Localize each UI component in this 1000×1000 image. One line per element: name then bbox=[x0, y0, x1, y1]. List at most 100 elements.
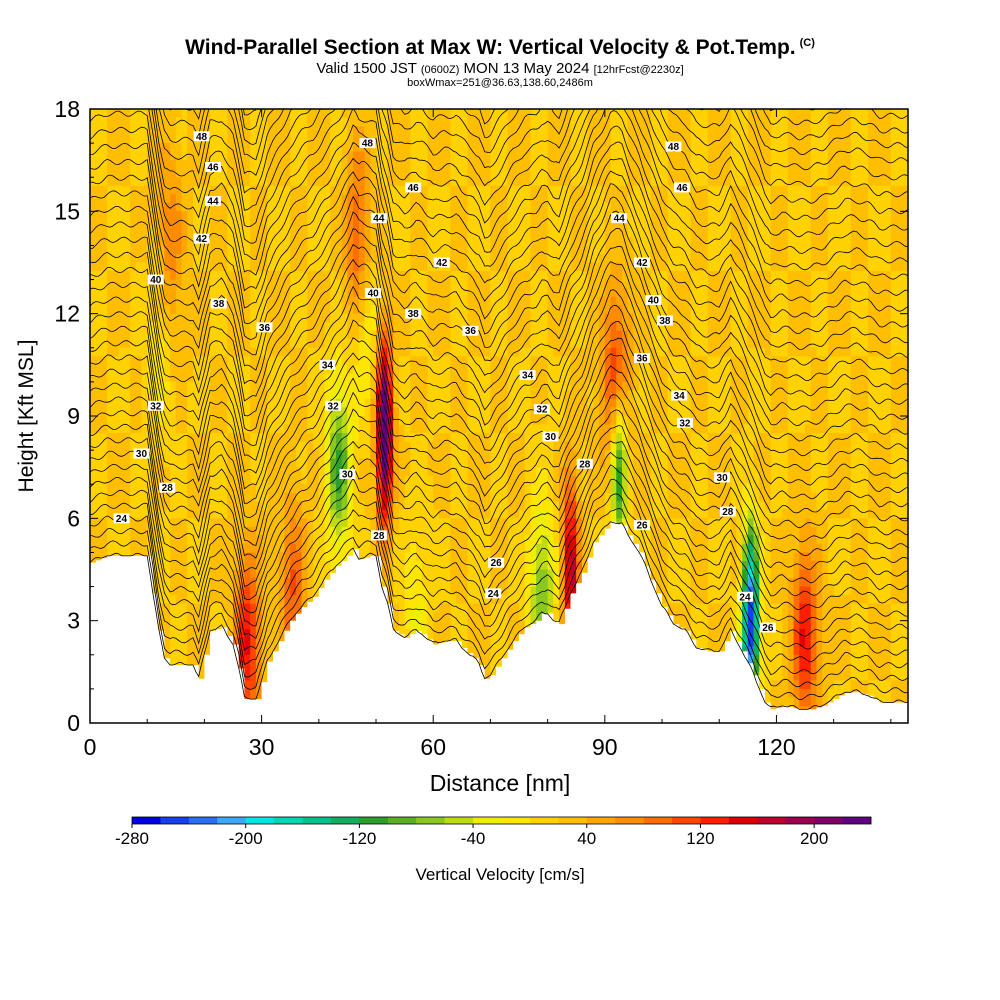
field-cell bbox=[398, 629, 406, 639]
field-cell bbox=[233, 322, 240, 332]
field-cell bbox=[364, 398, 371, 409]
field-cell bbox=[410, 595, 417, 605]
field-cell bbox=[90, 543, 97, 554]
field-cell bbox=[261, 279, 268, 289]
field-cell bbox=[398, 467, 406, 477]
field-cell bbox=[221, 509, 228, 519]
field-cell bbox=[233, 126, 240, 136]
field-cell bbox=[324, 433, 331, 443]
field-cell bbox=[192, 322, 200, 332]
field-cell bbox=[301, 330, 308, 340]
field-cell bbox=[376, 509, 383, 519]
field-cell bbox=[330, 253, 337, 264]
field-cell bbox=[107, 185, 114, 195]
field-cell bbox=[204, 509, 211, 519]
field-cell bbox=[416, 390, 423, 400]
field-cell bbox=[233, 211, 240, 221]
field-cell bbox=[215, 492, 223, 502]
field-cell bbox=[438, 492, 446, 502]
field-cell bbox=[221, 202, 228, 212]
field-cell bbox=[278, 279, 286, 289]
field-cell bbox=[335, 134, 343, 144]
field-cell bbox=[427, 322, 434, 332]
field-cell bbox=[273, 501, 280, 511]
field-cell bbox=[461, 296, 469, 306]
field-cell bbox=[198, 467, 206, 477]
field-cell bbox=[238, 595, 246, 605]
field-cell bbox=[164, 322, 171, 332]
field-cell bbox=[398, 202, 406, 212]
field-cell bbox=[478, 202, 486, 212]
field-cell bbox=[421, 185, 429, 195]
field-cell bbox=[444, 134, 451, 144]
field-cell bbox=[324, 390, 331, 400]
field-cell bbox=[267, 381, 274, 392]
field-cell bbox=[444, 475, 451, 485]
field-cell bbox=[404, 560, 411, 571]
field-cell bbox=[244, 671, 251, 681]
field-cell bbox=[295, 492, 303, 502]
field-cell bbox=[324, 245, 331, 255]
field-cell bbox=[101, 313, 108, 323]
field-cell bbox=[478, 134, 486, 144]
field-cell bbox=[290, 151, 297, 161]
field-cell bbox=[347, 177, 354, 187]
field-cell bbox=[112, 279, 120, 289]
field-cell bbox=[227, 202, 234, 212]
field-cell bbox=[393, 262, 400, 272]
field-cell bbox=[278, 441, 286, 451]
field-cell bbox=[233, 620, 240, 630]
field-cell bbox=[181, 160, 188, 170]
field-cell bbox=[387, 467, 394, 477]
field-cell bbox=[158, 109, 165, 119]
field-cell bbox=[433, 151, 440, 161]
field-cell bbox=[478, 373, 486, 383]
field-cell bbox=[112, 381, 120, 392]
field-cell bbox=[393, 595, 400, 605]
field-cell bbox=[438, 467, 446, 477]
field-cell bbox=[227, 356, 234, 366]
field-cell bbox=[107, 219, 114, 229]
field-cell bbox=[478, 253, 486, 264]
field-cell bbox=[198, 322, 206, 332]
field-cell bbox=[130, 416, 137, 426]
field-cell bbox=[393, 620, 400, 630]
field-cell bbox=[198, 313, 206, 323]
field-cell bbox=[358, 279, 366, 289]
field-cell bbox=[273, 390, 280, 400]
field-cell bbox=[393, 202, 400, 212]
field-cell bbox=[124, 296, 131, 306]
field-cell bbox=[347, 458, 354, 468]
field-cell bbox=[107, 253, 114, 264]
field-cell bbox=[192, 637, 200, 647]
field-cell bbox=[152, 211, 160, 221]
field-cell bbox=[147, 168, 154, 178]
field-cell bbox=[284, 288, 291, 298]
field-cell bbox=[387, 407, 394, 417]
field-cell bbox=[164, 560, 171, 571]
field-cell bbox=[433, 279, 440, 289]
field-cell bbox=[484, 160, 492, 170]
field-cell bbox=[250, 416, 257, 426]
field-cell bbox=[158, 450, 165, 460]
field-cell bbox=[467, 518, 474, 528]
valid-time-utc: (0600Z) bbox=[420, 64, 460, 76]
field-cell bbox=[313, 407, 320, 417]
field-cell bbox=[295, 168, 303, 178]
field-cell bbox=[370, 407, 377, 417]
field-cell bbox=[130, 117, 137, 127]
field-cell bbox=[398, 518, 406, 528]
field-cell bbox=[210, 134, 217, 144]
field-cell bbox=[192, 492, 200, 502]
field-cell bbox=[461, 424, 469, 434]
field-cell bbox=[427, 364, 434, 374]
field-cell bbox=[427, 535, 434, 545]
field-cell bbox=[118, 416, 125, 426]
field-cell bbox=[227, 450, 234, 460]
field-cell bbox=[118, 339, 125, 349]
field-cell bbox=[421, 569, 429, 579]
field-cell bbox=[416, 612, 423, 622]
field-cell bbox=[404, 501, 411, 511]
field-cell bbox=[227, 501, 234, 511]
field-cell bbox=[152, 126, 160, 136]
